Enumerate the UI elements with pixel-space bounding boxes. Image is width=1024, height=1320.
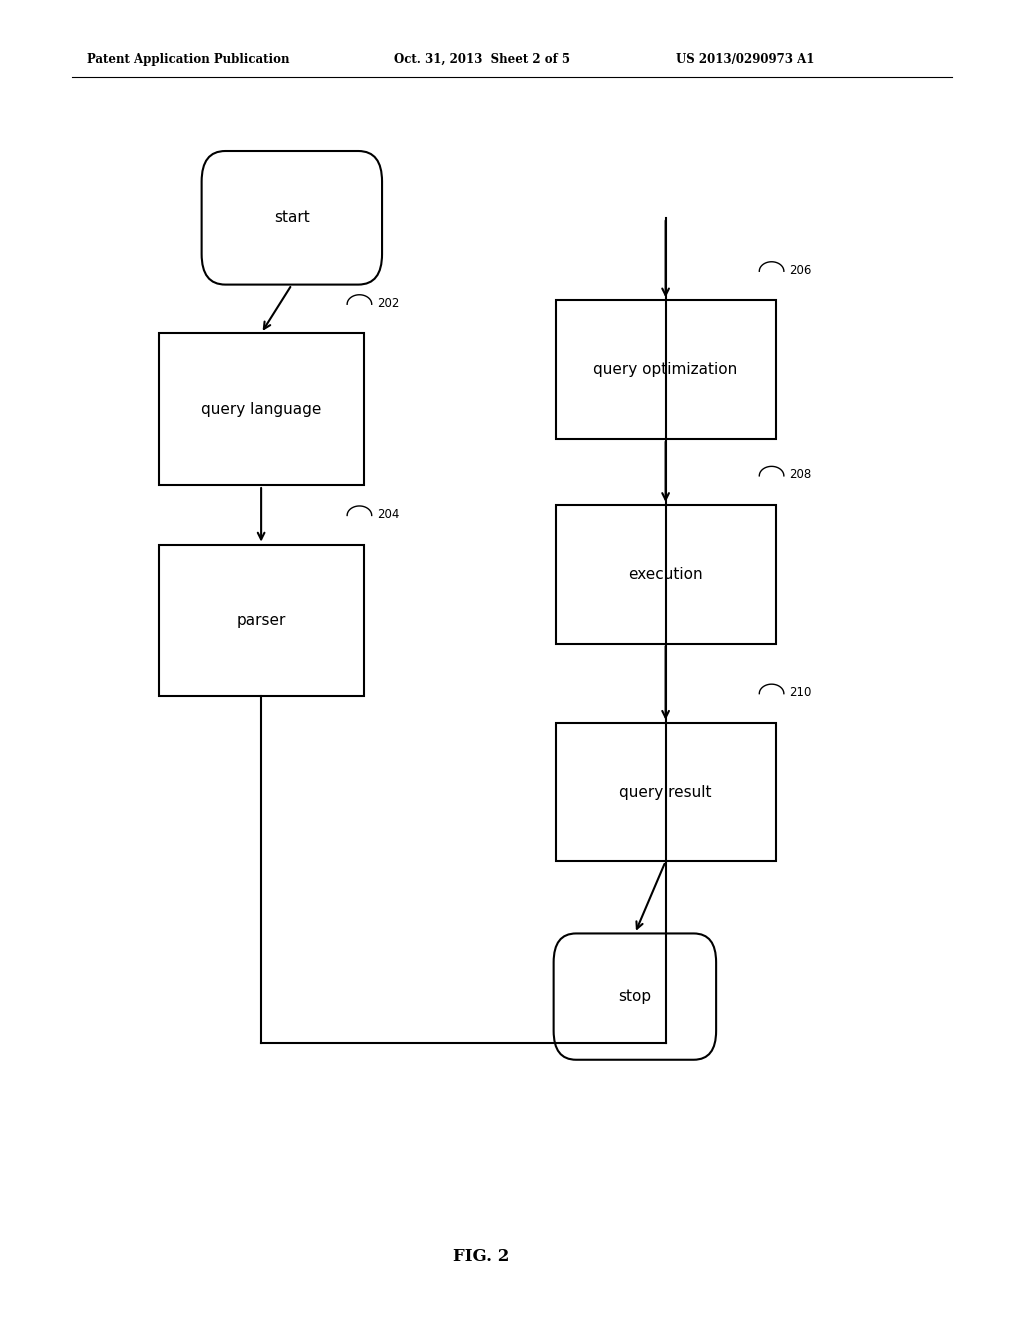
Text: execution: execution: [629, 566, 702, 582]
Text: 210: 210: [790, 686, 811, 700]
Text: query language: query language: [201, 401, 322, 417]
Text: query result: query result: [620, 784, 712, 800]
Bar: [159, 334, 364, 486]
Bar: [555, 300, 776, 438]
Bar: [555, 723, 776, 861]
Bar: [159, 544, 364, 697]
Text: 206: 206: [790, 264, 811, 277]
Text: 202: 202: [377, 297, 399, 310]
Text: query optimization: query optimization: [594, 362, 737, 378]
Text: US 2013/0290973 A1: US 2013/0290973 A1: [676, 53, 814, 66]
Text: 208: 208: [790, 469, 811, 482]
Bar: [555, 506, 776, 644]
Text: 204: 204: [377, 508, 399, 520]
Text: parser: parser: [237, 612, 286, 628]
Text: Oct. 31, 2013  Sheet 2 of 5: Oct. 31, 2013 Sheet 2 of 5: [394, 53, 570, 66]
Text: start: start: [274, 210, 309, 226]
Text: FIG. 2: FIG. 2: [453, 1249, 510, 1265]
Text: stop: stop: [618, 989, 651, 1005]
Text: Patent Application Publication: Patent Application Publication: [87, 53, 290, 66]
